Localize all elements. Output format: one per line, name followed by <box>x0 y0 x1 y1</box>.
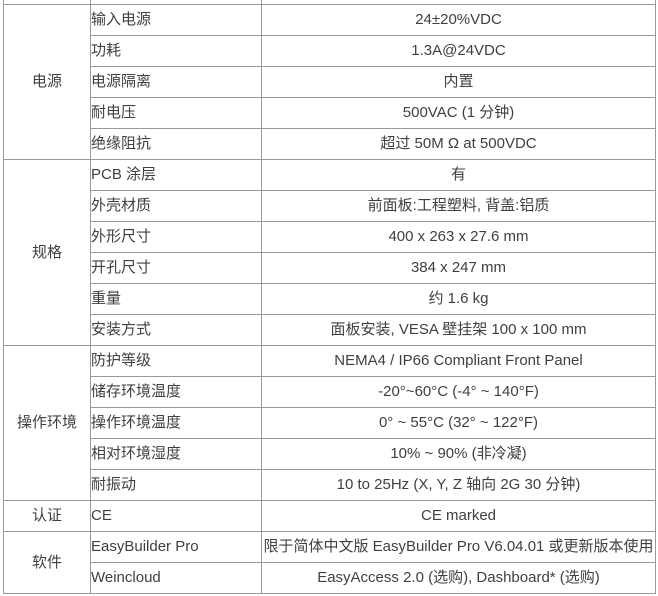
value-cell: 内置 <box>261 66 656 98</box>
value-cell: 1.3A@24VDC <box>261 35 656 67</box>
item-cell: 输入电源 <box>90 4 262 36</box>
table-row: 开孔尺寸 384 x 247 mm <box>4 252 656 284</box>
value-cell: 前面板:工程塑料, 背盖:铝质 <box>261 190 656 222</box>
item-cell: 防护等级 <box>90 345 262 377</box>
table-row: 操作环境 防护等级 NEMA4 / IP66 Compliant Front Pan… <box>3 345 656 501</box>
value-cell: 限于简体中文版 EasyBuilder Pro V6.04.01 或更新版本使用 <box>261 531 656 563</box>
table-row: Weincloud EasyAccess 2.0 (选购), Dashboard*… <box>4 562 656 594</box>
value-cell: EasyAccess 2.0 (选购), Dashboard* (选购) <box>261 562 656 594</box>
table-row: 储存环境温度 -20°~60°C (-4° ~ 140°F) <box>4 376 656 408</box>
value-cell: NEMA4 / IP66 Compliant Front Panel <box>261 345 656 377</box>
table-row: 绝缘阻抗 超过 50M Ω at 500VDC <box>4 128 656 160</box>
table-row: 耐振动 10 to 25Hz (X, Y, Z 轴向 2G 30 分钟) <box>4 469 656 501</box>
item-cell: 电源隔离 <box>90 66 262 98</box>
value-cell: 0° ~ 55°C (32° ~ 122°F) <box>261 407 656 439</box>
value-cell: CE marked <box>261 500 656 532</box>
item-cell: 操作环境温度 <box>90 407 262 439</box>
table-row: 耐电压 500VAC (1 分钟) <box>4 97 656 129</box>
category-cell: 操作环境 <box>3 345 91 501</box>
value-cell: 24±20%VDC <box>261 4 656 36</box>
table-row: 电源 输入电源 24±20%VDC <box>3 4 656 160</box>
category-cell: 认证 <box>3 500 91 532</box>
item-cell: 重量 <box>90 283 262 315</box>
value-cell: 400 x 263 x 27.6 mm <box>261 221 656 253</box>
category-cell: 电源 <box>3 4 91 160</box>
table-row: 认证 CE CE marked <box>3 500 656 532</box>
value-cell: 超过 50M Ω at 500VDC <box>261 128 656 160</box>
category-cell: 规格 <box>3 159 91 346</box>
item-cell: 耐电压 <box>90 97 262 129</box>
category-cell: 软件 <box>3 531 91 594</box>
spec-table: 电源 输入电源 24±20%VDC 功耗 1.3A@24VDC 电源隔离 内置 耐电压 500V… <box>3 0 656 594</box>
table-row: 软件 EasyBuilder Pro 限于简体中文版 EasyBuilder Pro… <box>3 531 656 594</box>
value-cell: 10 to 25Hz (X, Y, Z 轴向 2G 30 分钟) <box>261 469 656 501</box>
table-row: 电源隔离 内置 <box>4 66 656 98</box>
table-row: 操作环境温度 0° ~ 55°C (32° ~ 122°F) <box>4 407 656 439</box>
item-cell: 绝缘阻抗 <box>90 128 262 160</box>
value-cell: 有 <box>261 159 656 191</box>
table-row: 外形尺寸 400 x 263 x 27.6 mm <box>4 221 656 253</box>
item-cell: 外形尺寸 <box>90 221 262 253</box>
table-row: 外壳材质 前面板:工程塑料, 背盖:铝质 <box>4 190 656 222</box>
table-row: 功耗 1.3A@24VDC <box>4 35 656 67</box>
item-cell: 储存环境温度 <box>90 376 262 408</box>
item-cell: 外壳材质 <box>90 190 262 222</box>
item-cell: Weincloud <box>90 562 262 594</box>
item-cell: 相对环境湿度 <box>90 438 262 470</box>
item-cell: EasyBuilder Pro <box>90 531 262 563</box>
value-cell: 384 x 247 mm <box>261 252 656 284</box>
value-cell: 10% ~ 90% (非冷凝) <box>261 438 656 470</box>
value-cell: 约 1.6 kg <box>261 283 656 315</box>
item-cell: 耐振动 <box>90 469 262 501</box>
table-row: 安装方式 面板安装, VESA 壁挂架 100 x 100 mm <box>4 314 656 346</box>
value-cell: -20°~60°C (-4° ~ 140°F) <box>261 376 656 408</box>
item-cell: 开孔尺寸 <box>90 252 262 284</box>
value-cell: 500VAC (1 分钟) <box>261 97 656 129</box>
table-row: 重量约 1.6 kg <box>4 283 656 315</box>
table-row: 规格 PCB 涂层有 <box>3 159 656 346</box>
item-cell: 安装方式 <box>90 314 262 346</box>
value-cell: 面板安装, VESA 壁挂架 100 x 100 mm <box>261 314 656 346</box>
table-row: 相对环境湿度 10% ~ 90% (非冷凝) <box>4 438 656 470</box>
item-cell: 功耗 <box>90 35 262 67</box>
item-cell: CE <box>90 500 262 532</box>
item-cell: PCB 涂层 <box>90 159 262 191</box>
